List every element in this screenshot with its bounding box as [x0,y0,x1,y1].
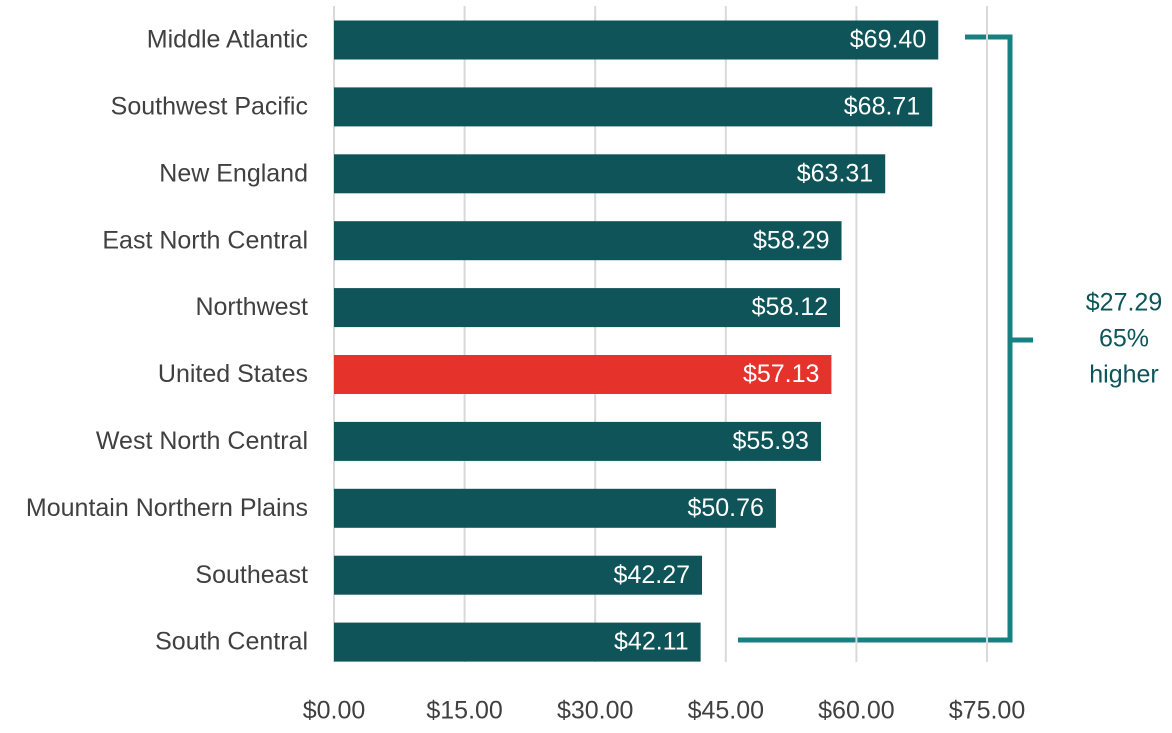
bar [334,555,703,595]
x-tick-label: $45.00 [688,697,764,725]
x-tick-label: $60.00 [818,697,894,725]
bar [334,288,841,328]
bar [334,221,842,261]
value-label: $63.31 [797,159,873,187]
bracket [738,34,1033,643]
y-tick-label: United States [158,360,308,388]
bar [334,421,821,461]
bar [334,355,832,394]
annotation: higher [1089,361,1159,389]
y-tick-label: Mountain Northern Plains [26,494,308,522]
bar [334,488,776,528]
value-label: $42.11 [614,628,689,656]
value-label: $58.12 [752,293,828,321]
bar [334,20,939,60]
value-label: $68.71 [844,93,920,121]
x-tick-label: $75.00 [949,697,1025,725]
y-tick-label: East North Central [102,226,308,254]
y-tick-label: Southwest Pacific [111,93,308,121]
annotation: $27.29 [1086,289,1162,317]
x-tick-label: $30.00 [557,697,633,725]
bar [334,622,701,662]
bar [334,87,933,127]
y-tick-label: South Central [155,628,308,656]
x-tick-label: $0.00 [303,697,366,725]
value-label: $69.40 [850,26,926,54]
y-tick-label: Southeast [195,561,308,589]
y-tick-label: West North Central [96,427,308,455]
value-label: $42.27 [614,561,690,589]
x-tick-label: $15.00 [426,697,502,725]
y-tick-label: Northwest [195,293,308,321]
value-label: $57.13 [743,360,819,388]
value-label: $55.93 [732,427,808,455]
y-tick-label: New England [159,159,308,187]
bar [334,154,886,194]
y-tick-label: Middle Atlantic [147,26,308,54]
value-label: $58.29 [753,226,829,254]
annotation: 65% [1099,325,1149,353]
value-label: $50.76 [687,494,763,522]
